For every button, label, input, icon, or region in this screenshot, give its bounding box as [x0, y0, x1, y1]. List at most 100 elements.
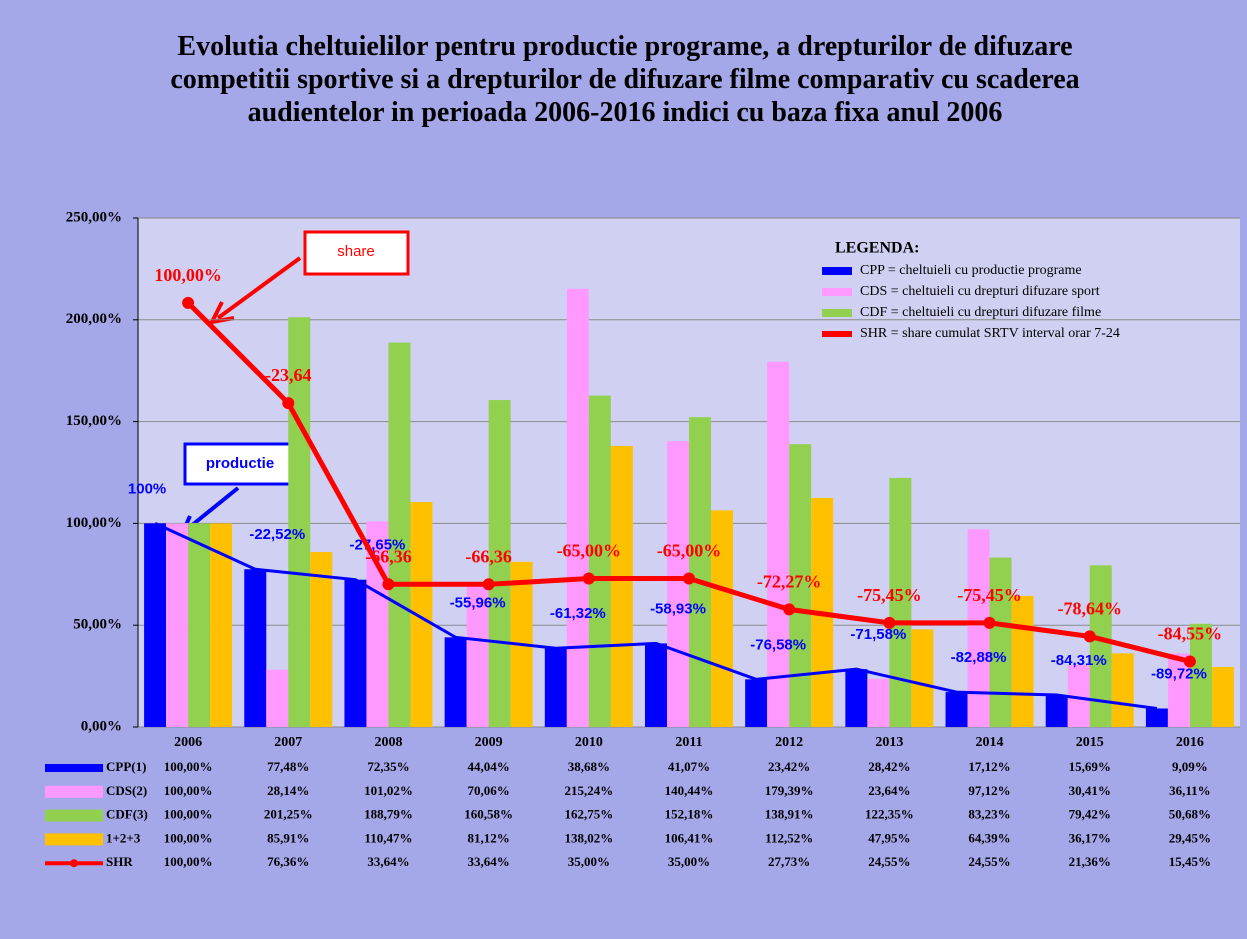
legend-label: CDF = cheltuieli cu drepturi difuzare fi… — [860, 305, 1101, 320]
bar — [610, 445, 633, 727]
table-cell: 138,02% — [564, 830, 613, 845]
chart-title: Evolutia cheltuielilor pentru productie … — [170, 31, 1080, 128]
table-cell: 33,64% — [468, 854, 510, 869]
x-tick-label: 2014 — [976, 735, 1004, 750]
bar — [711, 510, 733, 727]
bar — [488, 400, 511, 727]
bar — [845, 669, 868, 727]
x-tick-label: 2013 — [875, 735, 903, 750]
point-label: -61,32% — [550, 605, 606, 622]
bar — [144, 523, 167, 727]
legend-swatch — [45, 809, 103, 822]
line-marker — [1183, 655, 1196, 668]
point-label: -75,45% — [957, 585, 1022, 605]
point-label: -66,36 — [465, 546, 512, 566]
table-cell: 81,12% — [468, 830, 510, 845]
bar — [1089, 565, 1112, 727]
table-cell: 138,91% — [765, 807, 814, 822]
bar — [1211, 667, 1234, 727]
line-marker — [482, 578, 495, 591]
table-cell: 112,52% — [765, 830, 813, 845]
legend-label: CPP = cheltuieli cu productie programe — [860, 263, 1082, 278]
bar — [967, 529, 990, 727]
bar — [745, 679, 768, 727]
legend-title: LEGENDA: — [835, 240, 919, 257]
bar — [188, 523, 211, 727]
table-cell: 35,00% — [568, 854, 610, 869]
point-label: -78,64% — [1057, 599, 1122, 619]
x-tick-label: 2006 — [174, 735, 202, 750]
bar — [1167, 653, 1190, 727]
bar — [466, 584, 489, 727]
table-cell: 38,68% — [568, 759, 610, 774]
table-cell: 30,41% — [1069, 783, 1111, 798]
table-cell: 100,00% — [164, 830, 213, 845]
table-cell: 29,45% — [1169, 830, 1211, 845]
legend-swatch — [45, 764, 103, 772]
table-row-label: 1+2+3 — [106, 830, 141, 845]
point-label: -82,88% — [951, 649, 1007, 666]
point-label: -65,00% — [657, 541, 722, 561]
point-label: -55,96% — [450, 594, 506, 611]
bar — [210, 523, 233, 727]
table-cell: 122,35% — [865, 807, 914, 822]
table-cell: 77,48% — [267, 759, 309, 774]
table-cell: 101,02% — [364, 783, 413, 798]
bar — [867, 678, 890, 727]
bar — [911, 629, 934, 727]
point-label: -23,64 — [265, 365, 312, 385]
table-cell: 162,75% — [564, 807, 613, 822]
table-cell: 97,12% — [968, 783, 1010, 798]
x-tick-label: 2015 — [1076, 735, 1104, 750]
table-cell: 160,58% — [464, 807, 513, 822]
table-cell: 9,09% — [1172, 759, 1208, 774]
table-cell: 15,45% — [1169, 854, 1211, 869]
table-cell: 188,79% — [364, 807, 413, 822]
point-label: -66,36 — [365, 546, 412, 566]
bar — [310, 552, 333, 727]
bar — [588, 395, 611, 727]
table-cell: 100,00% — [164, 854, 213, 869]
line-marker — [983, 616, 996, 629]
line — [154, 522, 1158, 710]
callout-text: productie — [206, 455, 274, 472]
bar — [989, 557, 1012, 727]
x-tick-label: 2012 — [775, 735, 803, 750]
y-tick-label: 250,00% — [66, 209, 122, 225]
table-cell: 100,00% — [164, 807, 213, 822]
point-label: -72,27% — [757, 572, 822, 592]
bar — [444, 637, 467, 727]
line-marker — [182, 296, 195, 309]
table-cell: 28,42% — [868, 759, 910, 774]
y-tick-label: 200,00% — [66, 311, 122, 327]
legend-swatch — [822, 331, 852, 337]
bar — [1145, 708, 1168, 727]
table-row-label: CPP(1) — [106, 759, 146, 774]
point-label: -84,31% — [1051, 652, 1107, 669]
bar — [1045, 695, 1068, 727]
bar — [645, 643, 667, 727]
bar — [1011, 595, 1034, 727]
table-cell: 152,18% — [665, 807, 714, 822]
table-cell: 41,07% — [668, 759, 710, 774]
table-cell: 79,42% — [1069, 807, 1111, 822]
line-marker — [1083, 630, 1096, 643]
bar — [945, 692, 968, 727]
bar — [1111, 653, 1134, 727]
table-cell: 27,73% — [768, 854, 810, 869]
x-tick-label: 2009 — [475, 735, 503, 750]
table-cell: 28,14% — [267, 783, 309, 798]
line-marker — [282, 397, 295, 410]
table-cell: 215,24% — [564, 783, 613, 798]
table-cell: 50,68% — [1169, 807, 1211, 822]
point-label: -75,45% — [857, 585, 922, 605]
bar — [1189, 623, 1212, 727]
point-label: 100% — [128, 480, 166, 497]
legend-label: CDS = cheltuieli cu drepturi difuzare sp… — [860, 284, 1100, 299]
line-marker — [883, 616, 896, 629]
table-cell: 44,04% — [468, 759, 510, 774]
x-tick-label: 2016 — [1176, 735, 1204, 750]
bar — [667, 441, 689, 727]
table-cell: 23,42% — [768, 759, 810, 774]
